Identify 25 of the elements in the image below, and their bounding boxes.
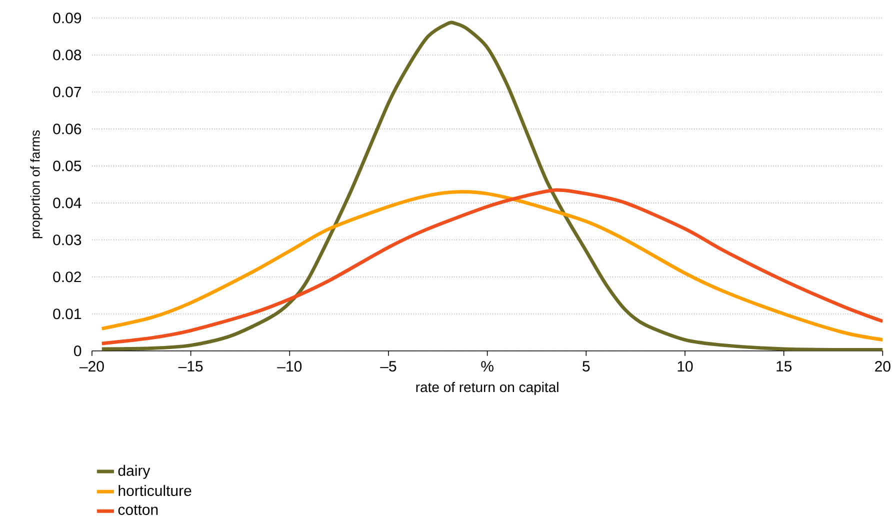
- x-tick-label: %: [481, 361, 494, 372]
- x-tick-label: 5: [582, 361, 590, 372]
- y-tick-label: 0: [74, 346, 82, 356]
- x-tick-label: –15: [178, 361, 203, 372]
- y-tick-label: 0.04: [53, 198, 82, 208]
- x-tick-label: 15: [776, 361, 792, 372]
- x-axis-title: rate of return on capital: [416, 382, 558, 395]
- legend-label: horticulture: [118, 484, 192, 496]
- x-tick-label: –5: [380, 361, 396, 372]
- y-tick-label: 0.03: [53, 234, 82, 246]
- x-tick-label: 20: [875, 361, 890, 372]
- legend-label: cotton: [118, 505, 158, 515]
- line-series: [100, 20, 883, 351]
- y-tick-label: 0.08: [53, 50, 82, 60]
- y-tick-label: 0.09: [53, 12, 82, 24]
- y-tick-label: 0.07: [53, 86, 82, 98]
- y-tick-label: 0.02: [53, 272, 82, 282]
- x-tick-label: 10: [678, 361, 693, 372]
- y-axis-title: proportion of farms: [30, 130, 42, 238]
- y-tick-label: 0.06: [53, 124, 82, 134]
- x-tick-label: –10: [277, 361, 302, 372]
- x-tick-label: –20: [79, 361, 104, 372]
- y-tick-label: 0.01: [53, 308, 82, 320]
- y-tick-label: 0.05: [53, 160, 82, 172]
- legend-label: dairy: [118, 464, 150, 479]
